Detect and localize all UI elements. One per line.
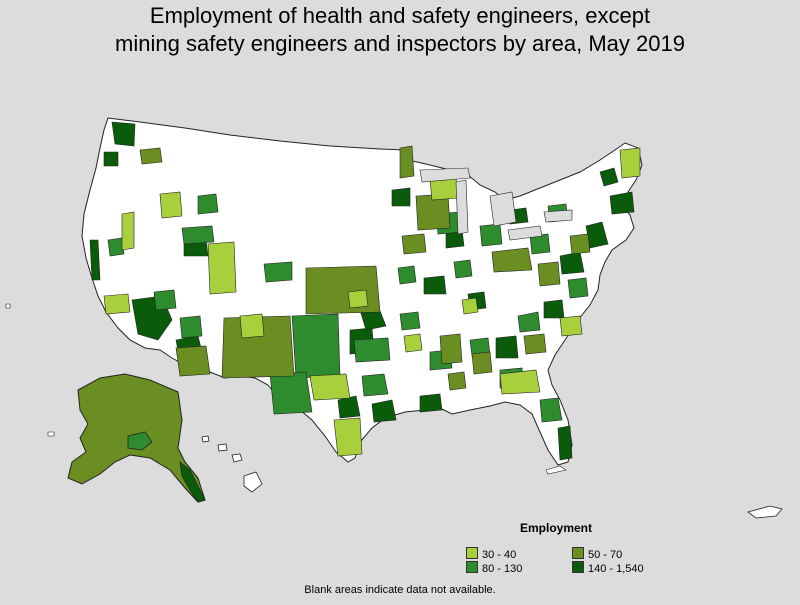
hawaii-islands — [201, 435, 263, 493]
footer-note: Blank areas indicate data not available. — [304, 584, 496, 596]
areas-50-70 — [139, 145, 591, 391]
legend-swatch-30-40 — [466, 547, 478, 559]
alaska-region — [127, 431, 153, 451]
legend-label-80-130: 80 - 130 — [482, 563, 523, 575]
legend-item-140-1540: 140 - 1,540 — [572, 561, 644, 575]
map-title-line-2: mining safety engineers and inspectors b… — [115, 31, 685, 56]
legend-item-30-40: 30 - 40 — [466, 547, 516, 561]
legend-item-50-70: 50 - 70 — [572, 547, 622, 561]
legend-swatch-80-130 — [466, 561, 478, 573]
legend-title: Employment — [520, 521, 593, 535]
areas-30-40 — [103, 147, 641, 457]
legend-item-80-130: 80 - 130 — [466, 561, 522, 575]
areas-80-130 — [107, 193, 589, 423]
great-lakes — [419, 167, 573, 241]
small-island-markers — [5, 303, 55, 437]
legend-swatch-140-1540 — [572, 561, 584, 573]
legend-label-140-1540: 140 - 1,540 — [588, 563, 644, 575]
alaska-panhandle — [179, 461, 206, 503]
legend-label-30-40: 30 - 40 — [482, 549, 517, 561]
puerto-rico-outline — [747, 505, 783, 519]
map-title-line-1: Employment of health and safety engineer… — [149, 3, 651, 28]
florida-keys — [545, 465, 567, 475]
legend-swatch-50-70 — [572, 547, 584, 559]
map-title: Employment of health and safety engineer… — [0, 2, 800, 58]
legend-label-50-70: 50 - 70 — [588, 549, 623, 561]
